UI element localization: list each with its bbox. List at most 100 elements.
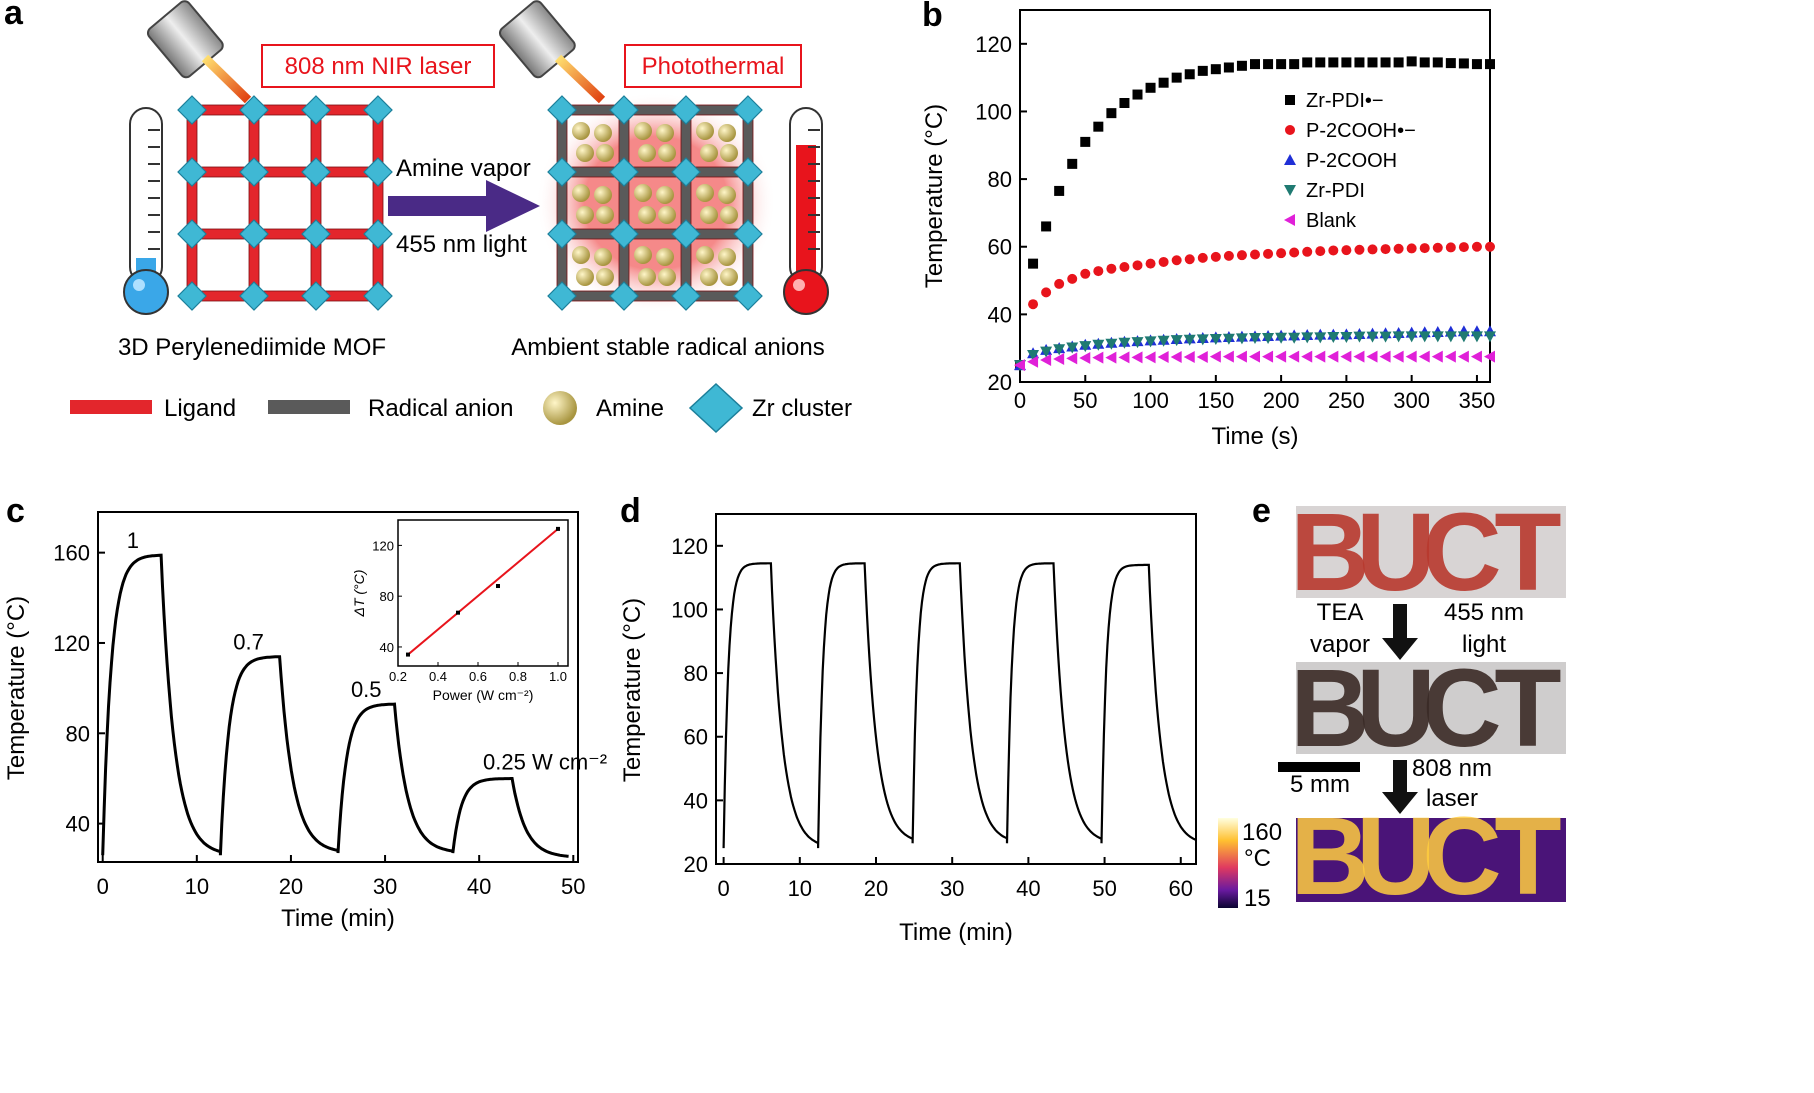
x-tick-label: 0	[97, 874, 109, 899]
colorbar-max: 160	[1242, 819, 1282, 846]
data-point	[1209, 350, 1221, 363]
y-tick-label: 120	[53, 631, 90, 656]
y-tick-label: 80	[66, 721, 90, 746]
data-point	[1432, 57, 1443, 68]
data-point	[1080, 268, 1091, 279]
plot-b-ylabel: Temperature (°C)	[921, 104, 948, 288]
red-letter: C	[1422, 491, 1501, 614]
x-tick-label: 20	[864, 876, 888, 901]
zr-cluster-node	[733, 157, 763, 187]
thermal-colorbar	[1218, 818, 1238, 908]
data-point	[1471, 59, 1482, 70]
zr-cluster-node	[301, 95, 331, 125]
y-tick-label: 40	[684, 788, 708, 813]
inset-x-tick-label: 0.6	[469, 669, 487, 684]
data-point	[1276, 248, 1287, 259]
data-point	[1184, 69, 1195, 80]
series-3	[1014, 331, 1496, 372]
amine-ball	[594, 186, 612, 204]
data-point	[1093, 121, 1104, 132]
x-tick-label: 0	[1014, 388, 1026, 413]
amine-ball	[634, 246, 652, 264]
inset-data-point	[406, 652, 410, 657]
data-point	[1197, 65, 1208, 76]
data-point	[1379, 350, 1391, 363]
data-point	[1209, 334, 1222, 346]
zr-cluster-node	[547, 281, 577, 311]
data-point	[1171, 255, 1182, 266]
data-point	[1235, 350, 1247, 363]
amine-ball	[658, 144, 676, 162]
data-point	[1080, 136, 1091, 147]
amine-ball	[576, 206, 594, 224]
y-tick-label: 80	[684, 661, 708, 686]
amine-ball	[596, 144, 614, 162]
thermal-image	[1296, 818, 1566, 902]
data-point	[1079, 351, 1091, 364]
zr-cluster-node	[301, 219, 331, 249]
legend-label: P-2COOH•−	[1306, 120, 1416, 142]
data-point	[1405, 350, 1417, 363]
data-point	[1053, 344, 1066, 356]
data-point	[1028, 299, 1039, 310]
y-tick-label: 120	[975, 32, 1012, 57]
panel-b: b 0 50 100 150 200 250 300 350 20 40 60 80 100 120 Zr…	[921, 0, 1496, 450]
power-annotation: 1	[127, 528, 139, 553]
zr-cluster-node	[547, 157, 577, 187]
data-point	[1040, 354, 1052, 367]
data-point	[1119, 262, 1130, 273]
data-point	[1066, 342, 1079, 354]
data-point	[1249, 350, 1260, 363]
data-point	[1092, 339, 1105, 351]
reaction-arrow-icon	[388, 180, 540, 232]
data-point	[1118, 351, 1130, 364]
series-1	[1015, 241, 1495, 371]
y-tick-label: 40	[66, 812, 90, 837]
black-letter: C	[1422, 647, 1501, 770]
data-point	[1457, 331, 1470, 343]
data-point	[1197, 252, 1208, 263]
amine-ball	[696, 246, 714, 264]
photothermal-label: Photothermal	[642, 53, 785, 80]
amine-ball	[638, 268, 656, 286]
amine-ball	[576, 144, 594, 162]
amine-ball	[720, 144, 738, 162]
y-tick-label: 100	[975, 99, 1012, 124]
data-point	[1067, 158, 1078, 169]
ligand-swatch	[70, 400, 152, 414]
data-point	[1367, 57, 1378, 68]
data-point	[1406, 56, 1417, 67]
amine-ball	[572, 122, 590, 140]
zr-cluster-node	[363, 219, 393, 249]
data-point	[1354, 244, 1365, 255]
data-point	[1419, 57, 1430, 68]
data-point	[1105, 338, 1118, 350]
plot-c-xlabel: Time (min)	[281, 905, 395, 932]
data-point	[1392, 350, 1404, 363]
data-point	[1170, 350, 1182, 363]
data-point	[1053, 353, 1065, 366]
y-tick-label: 20	[684, 852, 708, 877]
data-point	[1315, 57, 1326, 68]
power-annotation: 0.5	[351, 677, 382, 702]
amine-ball	[572, 184, 590, 202]
data-point	[1196, 350, 1208, 363]
legend-amine: Amine	[596, 395, 664, 422]
data-point	[1302, 246, 1313, 257]
zr-cluster-node	[671, 281, 701, 311]
data-point	[1340, 350, 1352, 363]
black-letter: T	[1494, 647, 1561, 770]
y-tick-label: 60	[988, 235, 1012, 260]
amine-ball	[596, 206, 614, 224]
data-point	[1341, 57, 1352, 68]
data-point	[1079, 341, 1092, 353]
data-point	[1054, 278, 1065, 289]
zr-cluster-node	[733, 281, 763, 311]
zr-cluster-node	[363, 157, 393, 187]
data-point	[1288, 350, 1300, 363]
data-point	[1262, 350, 1274, 363]
